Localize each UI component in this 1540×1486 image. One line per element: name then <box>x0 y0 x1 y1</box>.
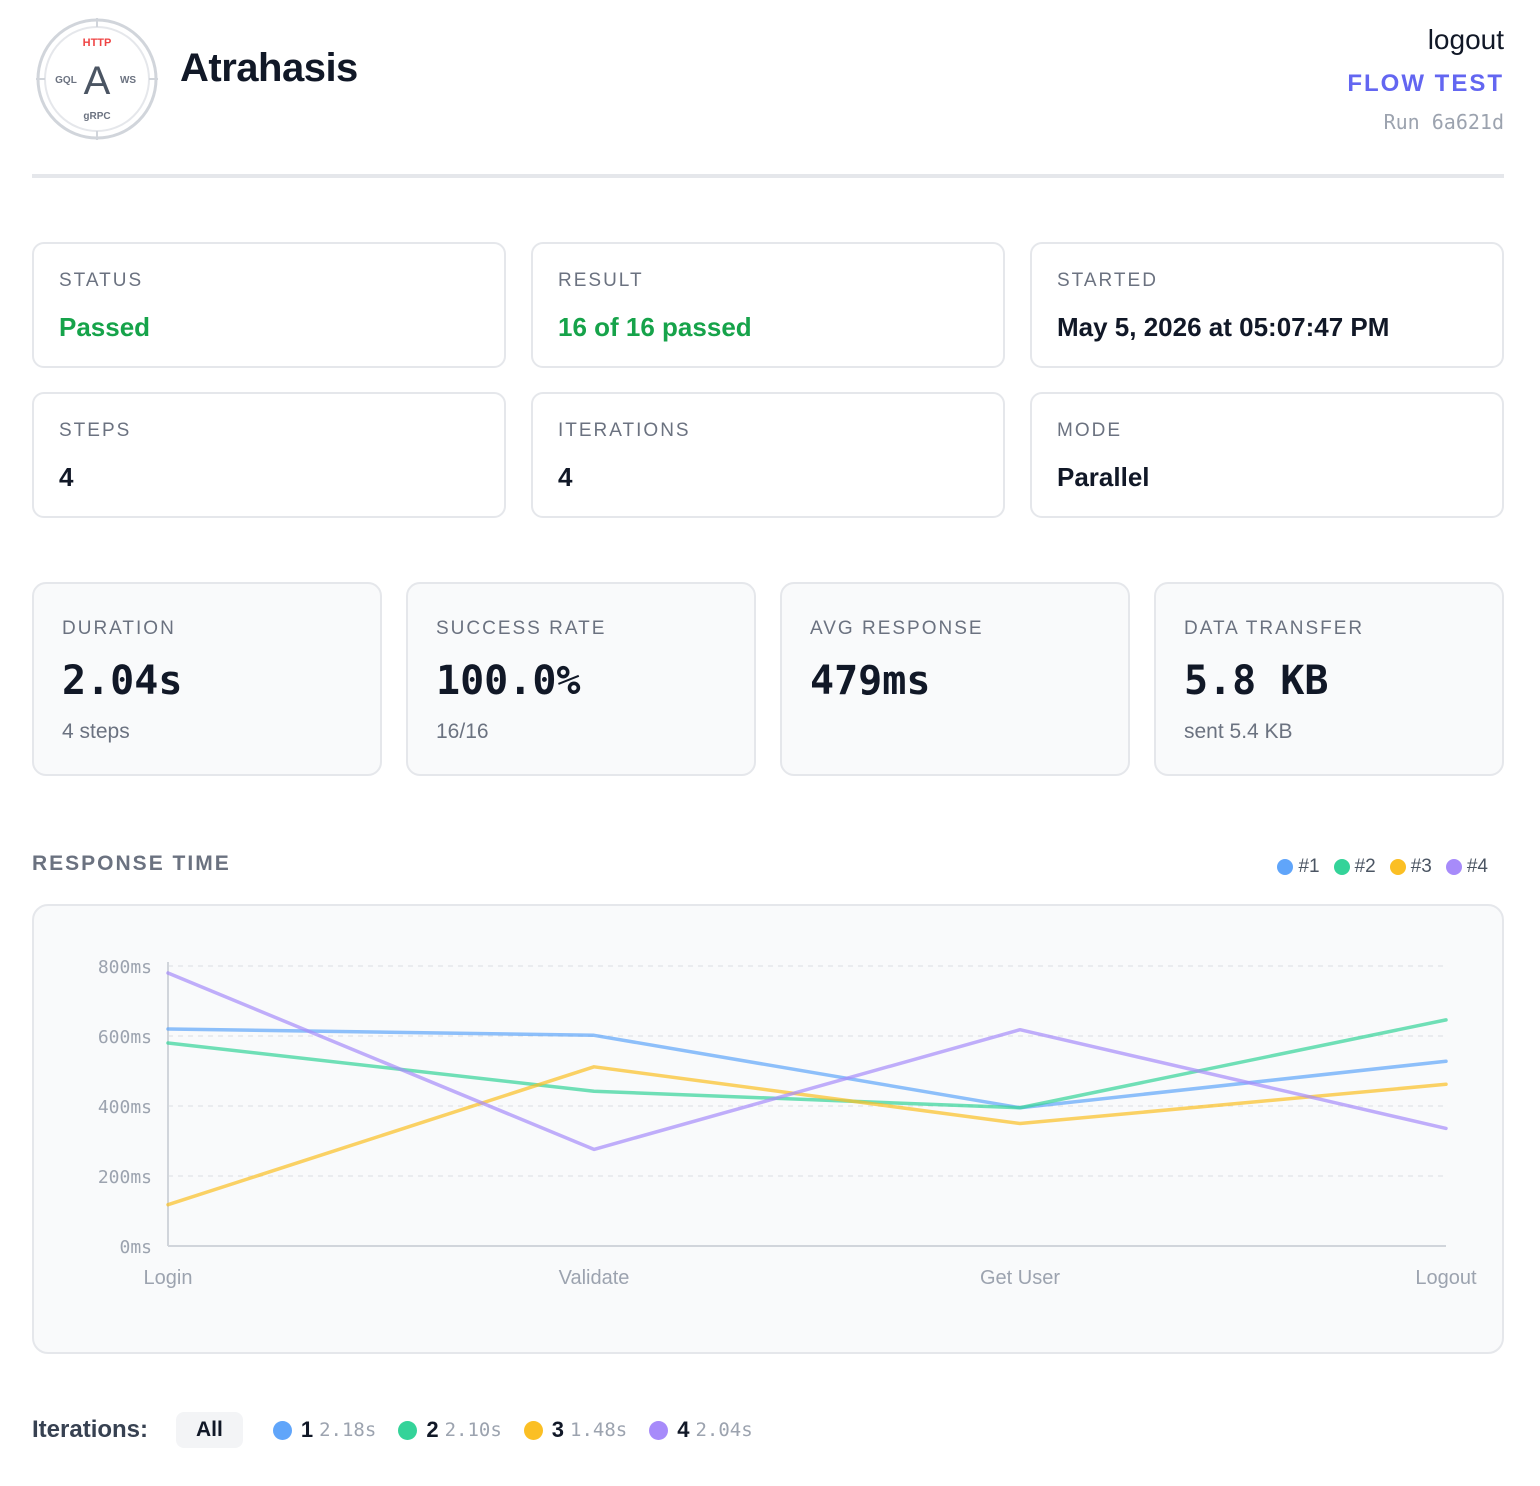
iteration-filter-1[interactable]: 1 2.18s <box>272 1417 377 1443</box>
data-transfer-sub: sent 5.4 KB <box>1184 720 1293 743</box>
status-value: Passed <box>59 312 151 342</box>
series-line-1 <box>166 1027 1448 1110</box>
data-transfer-label: DATA TRANSFER <box>1184 618 1365 639</box>
legend-item-1[interactable]: #1 <box>1277 856 1320 878</box>
x-tick-label: Logout <box>1415 1267 1477 1289</box>
success-rate-sub: 16/16 <box>436 720 489 743</box>
legend-dot-1 <box>1277 859 1294 875</box>
iterations-label: ITERATIONS <box>558 420 691 441</box>
iteration-time-3: 1.48s <box>570 1419 628 1441</box>
started-label: STARTED <box>1057 270 1158 291</box>
series-line-4 <box>166 971 1448 1152</box>
y-tick-label: 0ms <box>119 1237 152 1258</box>
logo-http-text: HTTP <box>83 37 112 49</box>
legend-item-3[interactable]: #3 <box>1389 856 1432 878</box>
started-value: May 5, 2026 at 05:07:47 PM <box>1057 312 1390 342</box>
iteration-number-3: 3 <box>551 1417 565 1442</box>
mode-card: MODE Parallel <box>1030 392 1504 518</box>
logo-letter: A <box>84 59 111 103</box>
iteration-filter-all-button[interactable]: All <box>176 1412 243 1448</box>
logo-grpc-text: gRPC <box>83 111 110 122</box>
iteration-number-1: 1 <box>300 1417 314 1442</box>
iteration-dot-2 <box>398 1420 418 1440</box>
duration-metric-card: DURATION 2.04s 4 steps <box>32 582 382 776</box>
result-label: RESULT <box>558 270 644 291</box>
iteration-number-4: 4 <box>677 1417 690 1442</box>
y-tick-label: 200ms <box>98 1167 152 1188</box>
steps-value: 4 <box>59 462 74 492</box>
iterations-card: ITERATIONS 4 <box>531 392 1005 518</box>
mode-label: MODE <box>1057 420 1122 441</box>
x-tick-label: Get User <box>980 1267 1060 1289</box>
atrahasis-logo: HTTP GQL WS A gRPC <box>36 18 158 140</box>
status-label: STATUS <box>59 270 144 291</box>
iterations-filter-label: Iterations: <box>32 1416 149 1443</box>
duration-sub: 4 steps <box>62 720 130 743</box>
iteration-filter-2[interactable]: 2 2.10s <box>398 1417 502 1443</box>
iteration-number-2: 2 <box>426 1417 439 1442</box>
response-time-title: RESPONSE TIME <box>32 852 231 875</box>
series-line-2 <box>166 1018 1448 1110</box>
result-value: 16 of 16 passed <box>558 312 752 342</box>
legend-dot-4 <box>1445 859 1462 875</box>
logo-gql-text: GQL <box>55 75 77 86</box>
result-card: RESULT 16 of 16 passed <box>531 242 1005 368</box>
avg-response-value: 479ms <box>810 658 931 704</box>
x-tick-label: Validate <box>559 1267 630 1289</box>
y-tick-label: 800ms <box>98 957 152 978</box>
legend-label-1: #1 <box>1298 856 1320 877</box>
logout-link[interactable]: logout <box>1427 24 1504 55</box>
data-transfer-metric-card: DATA TRANSFER 5.8 KB sent 5.4 KB <box>1154 582 1504 776</box>
mode-value: Parallel <box>1057 462 1150 492</box>
series-line-3 <box>166 1065 1448 1207</box>
chart-legend: #1 #2 #3 #4 <box>1277 856 1488 878</box>
iteration-filter-4[interactable]: 4 2.04s <box>649 1417 753 1443</box>
success-rate-label: SUCCESS RATE <box>436 618 607 639</box>
iteration-dot-3 <box>523 1420 543 1440</box>
success-rate-value: 100.0% <box>436 658 581 704</box>
success-rate-metric-card: SUCCESS RATE 100.0% 16/16 <box>406 582 756 776</box>
iteration-dot-1 <box>272 1420 292 1440</box>
iteration-time-2: 2.10s <box>444 1419 502 1441</box>
logo-ws-text: WS <box>120 75 136 86</box>
legend-item-2[interactable]: #2 <box>1333 856 1376 878</box>
test-mode-label: FLOW TEST <box>1347 70 1504 97</box>
steps-card: STEPS 4 <box>32 392 506 518</box>
data-transfer-value: 5.8 KB <box>1184 658 1329 704</box>
started-card: STARTED May 5, 2026 at 05:07:47 PM <box>1030 242 1504 368</box>
y-tick-label: 400ms <box>98 1097 152 1118</box>
iterations-value: 4 <box>558 462 573 492</box>
legend-label-2: #2 <box>1354 856 1376 877</box>
iteration-time-1: 2.18s <box>319 1419 377 1441</box>
legend-item-4[interactable]: #4 <box>1445 856 1488 878</box>
iteration-dot-4 <box>649 1420 669 1440</box>
iterations-filter-bar: Iterations: All 1 2.18s 2 2.10s 3 1.48s … <box>32 1412 775 1448</box>
response-time-chart-svg: 0ms 200ms 400ms 600ms 800ms Login Validate Get … <box>98 957 1477 1289</box>
x-tick-label: Login <box>144 1267 193 1289</box>
duration-label: DURATION <box>62 618 176 639</box>
page-header: HTTP GQL WS A gRPC Atrahasis logout FLOW… <box>32 16 1504 178</box>
legend-label-3: #3 <box>1410 856 1432 877</box>
legend-dot-2 <box>1333 859 1350 875</box>
iteration-time-4: 2.04s <box>695 1419 753 1441</box>
y-tick-label: 600ms <box>98 1027 152 1048</box>
run-id: Run 6a621d <box>1383 110 1504 134</box>
steps-label: STEPS <box>59 420 132 441</box>
status-card: STATUS Passed <box>32 242 506 368</box>
avg-response-label: AVG RESPONSE <box>810 618 984 639</box>
iteration-filter-3[interactable]: 3 1.48s <box>523 1417 628 1443</box>
response-time-chart: 0ms 200ms 400ms 600ms 800ms Login Validate Get … <box>32 904 1504 1354</box>
duration-value: 2.04s <box>62 658 183 704</box>
brand-title: Atrahasis <box>180 46 358 90</box>
legend-label-4: #4 <box>1466 856 1488 877</box>
legend-dot-3 <box>1389 859 1406 875</box>
avg-response-metric-card: AVG RESPONSE 479ms <box>780 582 1130 776</box>
